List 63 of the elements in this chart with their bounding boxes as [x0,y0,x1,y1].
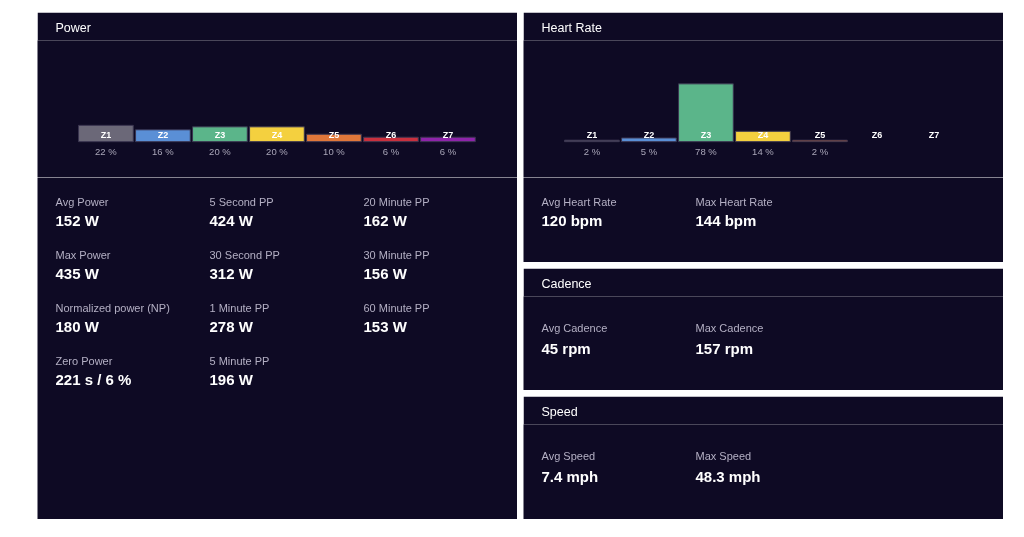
x-tick-label: Z3 [214,129,226,140]
data-label: 6 % [382,145,400,157]
text: Avg Power [55,195,109,208]
x-tick-label: Z4 [271,129,283,140]
text: 45 rpm [541,340,591,358]
text: 278 W [209,317,254,335]
data-label: 22 % [95,145,118,157]
text: 60 Minute PP [363,301,430,314]
text: 162 W [363,211,408,229]
text: Avg Heart Rate [541,195,617,208]
text: Max Power [55,248,111,261]
data-label: 2 % [583,145,601,157]
text: 221 s / 6 % [55,370,132,388]
data-label: 10 % [323,145,346,157]
text: 5 Minute PP [209,354,270,367]
text: 153 W [363,317,408,335]
text: 20 Minute PP [363,195,430,208]
x-tick-label: Z3 [700,129,712,140]
x-tick-label: Z2 [157,129,169,140]
text: Normalized power (NP) [55,301,170,314]
x-tick-label: Z6 [385,129,397,140]
text: Max Speed [695,449,752,462]
text: 30 Minute PP [363,248,430,261]
text: 152 W [55,211,100,229]
text: 156 W [363,264,408,282]
data-label: 16 % [152,145,175,157]
text: 435 W [55,264,100,282]
text: 48.3 mph [695,467,761,485]
data-label: 78 % [695,145,718,157]
x-tick-label: Z1 [586,129,598,140]
x-tick-label: Z2 [643,129,655,140]
text: 196 W [209,370,254,388]
text: Cadence [541,276,592,291]
x-tick-label: Z4 [757,129,769,140]
text: 7.4 mph [541,467,599,485]
x-tick-label: Z6 [871,129,883,140]
text: Avg Speed [541,449,596,462]
data-label: 20 % [209,145,232,157]
x-tick-label: Z5 [814,129,826,140]
text: Zero Power [55,354,113,367]
text: 157 rpm [695,340,754,358]
text: 144 bpm [695,211,757,229]
text: 30 Second PP [209,248,280,261]
data-label: 20 % [266,145,289,157]
text: 424 W [209,211,254,229]
x-tick-label: Z7 [928,129,940,140]
x-tick-label: Z1 [100,129,112,140]
text: 1 Minute PP [209,301,270,314]
text: 312 W [209,264,254,282]
x-tick-label: Z7 [442,129,454,140]
text: Avg Cadence [541,321,608,334]
data-label: 14 % [752,145,775,157]
text: Speed [541,404,578,419]
text: 5 Second PP [209,195,274,208]
data-label: 5 % [640,145,658,157]
data-label: 2 % [811,145,829,157]
text: Max Cadence [695,321,764,334]
text: 180 W [55,317,100,335]
text: Max Heart Rate [695,195,773,208]
chart-title: Heart Rate [541,20,602,35]
text: 120 bpm [541,211,603,229]
chart-title: Power [55,20,91,35]
data-label: 6 % [439,145,457,157]
